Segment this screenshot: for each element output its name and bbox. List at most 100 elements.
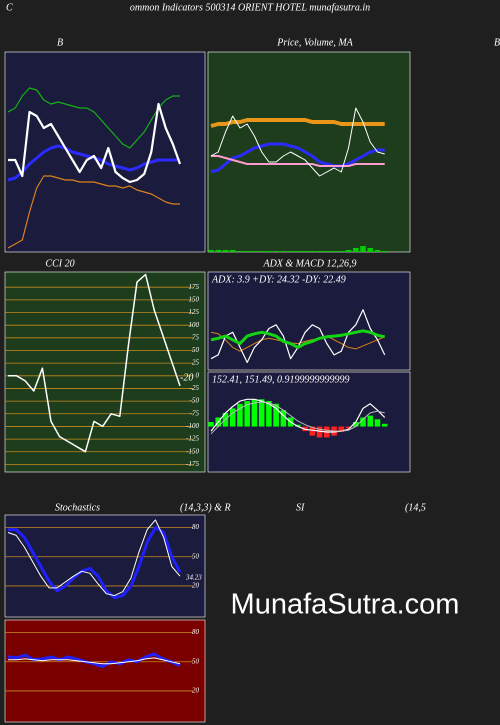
bar xyxy=(280,410,287,427)
y-tick-label: 25 xyxy=(192,359,200,367)
bar xyxy=(345,250,352,252)
bar xyxy=(244,251,250,252)
bar xyxy=(237,403,243,427)
bar xyxy=(208,250,214,252)
bar xyxy=(360,417,366,427)
panel-background xyxy=(4,51,206,253)
bar xyxy=(280,251,287,252)
series-line xyxy=(8,526,182,600)
series-line xyxy=(8,657,181,665)
series-line xyxy=(211,155,385,167)
bar xyxy=(295,251,301,252)
bar xyxy=(331,251,337,252)
bar xyxy=(258,251,265,252)
series-line xyxy=(7,652,181,669)
watermark: MunafaSutra.com xyxy=(231,589,460,621)
panel-title: CCI 20 xyxy=(45,258,74,269)
y-tick-label: 50 xyxy=(192,657,200,665)
series-line xyxy=(8,102,182,184)
bar xyxy=(266,401,272,427)
bar xyxy=(266,251,272,252)
header-right: B xyxy=(494,37,500,48)
bar xyxy=(215,250,222,252)
bar xyxy=(316,426,323,438)
y-tick-label: 175 xyxy=(189,283,200,291)
y-tick-label: -150 xyxy=(186,447,199,455)
y-tick-label: -175 xyxy=(186,460,199,468)
bar xyxy=(324,251,330,252)
series-line xyxy=(210,329,386,349)
bar xyxy=(244,401,250,427)
rsi-params: (14,5 xyxy=(405,502,426,513)
bar xyxy=(273,251,279,252)
y-tick-label: 150 xyxy=(189,295,200,303)
y-tick-label: -75 xyxy=(190,409,200,417)
y-tick-label: 100 xyxy=(189,321,200,329)
bar xyxy=(352,248,359,252)
bar xyxy=(381,423,388,427)
bar xyxy=(316,251,323,252)
series-line xyxy=(210,107,385,177)
bar xyxy=(251,251,258,252)
series-line xyxy=(210,398,386,433)
header-title: ommon Indicators 500314 ORIENT HOTEL mun… xyxy=(130,2,370,13)
bar xyxy=(295,424,301,427)
annotation: 34.23 xyxy=(185,574,202,582)
header-left: C xyxy=(6,2,13,13)
annotation: -20 xyxy=(180,372,193,383)
bar xyxy=(287,251,294,252)
y-tick-label: 125 xyxy=(189,308,200,316)
bar xyxy=(229,408,236,427)
bar xyxy=(258,399,265,427)
panel-background xyxy=(207,271,411,371)
bar xyxy=(381,251,388,252)
stoch-params: (14,3,3) & R xyxy=(180,502,231,513)
y-tick-label: 50 xyxy=(192,552,200,560)
bar xyxy=(251,399,258,427)
y-tick-label: -125 xyxy=(186,435,199,443)
series-line xyxy=(210,401,385,435)
bar xyxy=(309,251,316,252)
bar xyxy=(208,422,214,427)
panel-background xyxy=(4,619,206,723)
y-tick-label: 0 xyxy=(196,371,200,379)
rsi-title: SI xyxy=(296,502,305,513)
panel-background xyxy=(207,51,411,253)
y-tick-label: 50 xyxy=(192,346,200,354)
series-line xyxy=(8,273,181,453)
y-tick-label: 20 xyxy=(192,687,200,695)
panel-background xyxy=(4,271,206,473)
stoch-title: Stochastics xyxy=(55,502,100,513)
bar xyxy=(367,415,374,427)
bar xyxy=(360,246,366,252)
bar xyxy=(222,250,229,252)
y-tick-label: 20 xyxy=(192,582,200,590)
y-tick-label: 80 xyxy=(192,628,200,636)
series-line xyxy=(210,118,385,128)
series-line xyxy=(7,519,181,597)
bar xyxy=(345,426,352,429)
bar xyxy=(367,248,374,252)
bar xyxy=(309,426,316,436)
series-line xyxy=(210,142,385,174)
bar xyxy=(374,250,381,252)
annotation: ADX: 3.9 +DY: 24.32 -DY: 22.49 xyxy=(211,274,346,285)
annotation: 152.41, 151.49, 0.9199999999999 xyxy=(212,374,350,385)
bar xyxy=(338,251,345,252)
bar xyxy=(229,250,236,252)
y-tick-label: 75 xyxy=(192,333,200,341)
bar xyxy=(237,251,243,252)
panel-title: ADX & MACD 12,26,9 xyxy=(262,258,356,269)
panel-title: B xyxy=(57,37,63,48)
bar xyxy=(352,422,359,427)
bar xyxy=(302,251,308,252)
y-tick-label: -100 xyxy=(186,422,199,430)
y-tick-label: -25 xyxy=(190,384,200,392)
series-line xyxy=(7,87,180,149)
bar xyxy=(273,403,279,427)
y-tick-label: -50 xyxy=(190,397,200,405)
series-line xyxy=(7,175,180,249)
bar xyxy=(374,419,381,427)
bar xyxy=(338,426,345,432)
